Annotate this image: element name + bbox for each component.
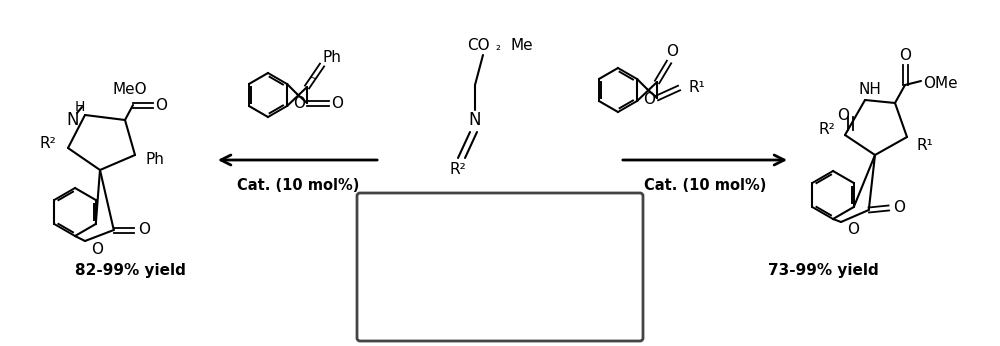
FancyBboxPatch shape bbox=[357, 193, 643, 341]
Text: R²: R² bbox=[450, 163, 466, 177]
Text: CO: CO bbox=[467, 37, 490, 53]
Text: O: O bbox=[893, 200, 905, 216]
Text: CH₃CH(OH)CO₂: CH₃CH(OH)CO₂ bbox=[443, 285, 557, 300]
Text: Cat. (10 mol%): Cat. (10 mol%) bbox=[237, 177, 359, 192]
Text: ₂: ₂ bbox=[496, 40, 501, 53]
Text: catalyst: catalyst bbox=[463, 316, 537, 334]
Text: R¹: R¹ bbox=[689, 81, 705, 95]
Text: R²: R² bbox=[819, 122, 835, 137]
Text: Me: Me bbox=[510, 37, 533, 53]
Text: MeO: MeO bbox=[113, 82, 147, 98]
Text: O: O bbox=[837, 108, 849, 122]
Text: N: N bbox=[469, 111, 481, 129]
Text: Cat. (10 mol%): Cat. (10 mol%) bbox=[644, 177, 766, 192]
Text: ~: ~ bbox=[308, 74, 318, 84]
Text: ⊕: ⊕ bbox=[492, 257, 504, 271]
Text: N: N bbox=[67, 111, 79, 129]
Text: O: O bbox=[293, 97, 305, 111]
Text: Ph: Ph bbox=[146, 153, 164, 167]
Text: OMe: OMe bbox=[923, 75, 958, 91]
Text: ⊖: ⊖ bbox=[571, 281, 583, 295]
Text: O: O bbox=[138, 222, 150, 237]
Text: Ph: Ph bbox=[323, 49, 341, 64]
Text: R²: R² bbox=[40, 136, 56, 151]
Text: R¹: R¹ bbox=[917, 137, 933, 153]
Text: O: O bbox=[666, 45, 678, 60]
Text: O: O bbox=[643, 91, 655, 107]
Text: O: O bbox=[899, 47, 911, 63]
Text: N: N bbox=[528, 219, 539, 234]
Text: NH: NH bbox=[859, 82, 881, 98]
Text: O: O bbox=[847, 222, 859, 237]
Text: O: O bbox=[155, 98, 167, 112]
Text: 73-99% yield: 73-99% yield bbox=[768, 263, 879, 277]
Text: O: O bbox=[331, 95, 343, 110]
Text: O: O bbox=[91, 242, 103, 256]
Text: N: N bbox=[486, 242, 497, 256]
Text: 82-99% yield: 82-99% yield bbox=[75, 263, 186, 277]
Text: H: H bbox=[75, 100, 85, 114]
